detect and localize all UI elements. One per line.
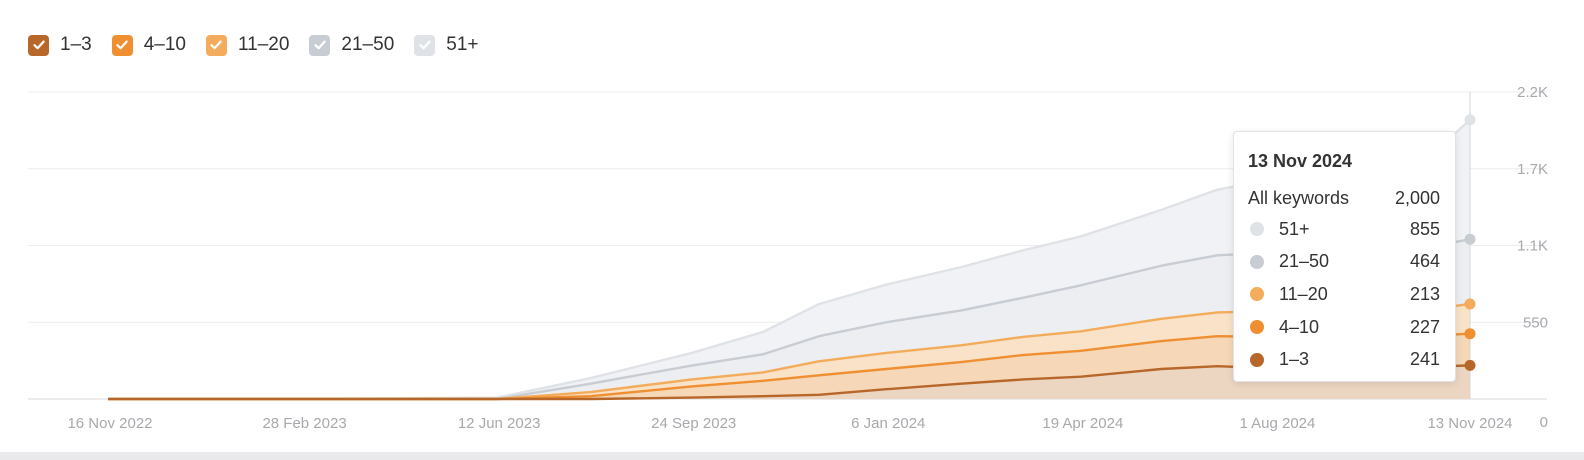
point-marker-4–10 — [1464, 328, 1476, 340]
tooltip-row-key: 11–20 — [1248, 284, 1328, 305]
tooltip-row-value: 213 — [1409, 283, 1440, 304]
series-dot-icon — [1250, 320, 1264, 335]
tooltip-rows: 51+ 855 21–50 464 11–20 213 4–10 227 1–3 241 — [1248, 213, 1440, 376]
legend-item-1-3[interactable]: 1–3 — [28, 34, 92, 56]
tooltip-row-key: 51+ — [1248, 219, 1310, 240]
tooltip-row-label: 51+ — [1279, 218, 1310, 239]
tooltip-row-label: 21–50 — [1279, 251, 1330, 272]
x-tick-label: 12 Jun 2023 — [458, 415, 541, 432]
legend-label-1-3: 1–3 — [60, 34, 92, 55]
tooltip-total-value: 2,000 — [1394, 187, 1440, 208]
legend-item-51-plus[interactable]: 51+ — [414, 34, 479, 56]
tooltip-row-value: 855 — [1409, 218, 1440, 239]
legend-label-21-50: 21–50 — [341, 34, 395, 55]
tooltip-row-value: 241 — [1409, 349, 1440, 370]
point-marker-11–20 — [1464, 298, 1476, 310]
tooltip-row-key: 4–10 — [1248, 317, 1319, 338]
tooltip-row-value: 227 — [1409, 316, 1440, 337]
tooltip-row-value: 464 — [1409, 251, 1440, 272]
area-1–3 — [108, 365, 1470, 399]
tooltip-row: 1–3 241 — [1248, 343, 1440, 376]
point-marker-21–50 — [1464, 233, 1476, 245]
series-dot-icon — [1250, 222, 1264, 237]
tooltip-row-key: 21–50 — [1248, 251, 1329, 272]
check-icon — [116, 40, 128, 50]
x-tick-label: 13 Nov 2024 — [1427, 415, 1512, 432]
x-tick-label: 6 Jan 2024 — [851, 415, 925, 432]
y-tick-label: 550 — [1523, 314, 1548, 331]
x-tick-label: 24 Sep 2023 — [651, 415, 736, 432]
y-tick-label: 1.7K — [1517, 161, 1548, 178]
check-icon — [32, 40, 45, 50]
tooltip-total-label: All keywords — [1248, 187, 1350, 208]
x-tick-label: 1 Aug 2024 — [1239, 415, 1315, 432]
point-marker-1–3 — [1464, 359, 1476, 371]
y-tick-label: 1.1K — [1517, 238, 1548, 255]
tooltip-row-key: 1–3 — [1248, 349, 1309, 370]
series-dot-icon — [1250, 254, 1264, 269]
check-icon — [210, 40, 223, 50]
legend-checkbox-11-20[interactable] — [205, 34, 227, 56]
tooltip-row-label: 1–3 — [1279, 349, 1310, 370]
tooltip-total-row: All keywords 2,000 — [1248, 183, 1440, 213]
tooltip-row-label: 11–20 — [1279, 283, 1328, 304]
y-tick-label: 0 — [1540, 414, 1548, 431]
legend-checkbox-1-3[interactable] — [28, 34, 49, 56]
series-dot-icon — [1250, 287, 1264, 302]
point-marker-51+ — [1464, 114, 1476, 126]
legend-checkbox-4-10[interactable] — [111, 34, 133, 56]
legend-checkbox-51-plus[interactable] — [414, 34, 436, 56]
legend: 1–3 4–10 11–20 21–50 51+ — [28, 34, 499, 56]
x-tick-label: 28 Feb 2023 — [262, 415, 346, 432]
legend-label-51-plus: 51+ — [446, 34, 479, 55]
series-dot-icon — [1250, 352, 1264, 367]
x-tick-label: 19 Apr 2024 — [1042, 415, 1123, 432]
y-tick-label: 2.2K — [1517, 84, 1548, 101]
x-tick-label: 16 Nov 2022 — [67, 415, 152, 432]
legend-label-11-20: 11–20 — [237, 34, 290, 55]
check-icon — [419, 40, 431, 50]
legend-item-11-20[interactable]: 11–20 — [205, 34, 290, 56]
tooltip-row: 4–10 227 — [1248, 311, 1440, 344]
tooltip-date: 13 Nov 2024 — [1248, 151, 1353, 171]
chart-tooltip: 13 Nov 2024 All keywords 2,000 51+ 855 21–… — [1233, 131, 1456, 382]
tooltip-row: 51+ 855 — [1248, 213, 1440, 246]
tooltip-row: 11–20 213 — [1248, 278, 1440, 311]
check-icon — [314, 40, 326, 50]
legend-label-4-10: 4–10 — [143, 34, 186, 55]
tooltip-row-label: 4–10 — [1279, 316, 1320, 337]
legend-item-21-50[interactable]: 21–50 — [309, 34, 394, 56]
tooltip-row: 21–50 464 — [1248, 246, 1440, 279]
legend-checkbox-21-50[interactable] — [309, 34, 331, 56]
legend-item-4-10[interactable]: 4–10 — [111, 34, 186, 56]
